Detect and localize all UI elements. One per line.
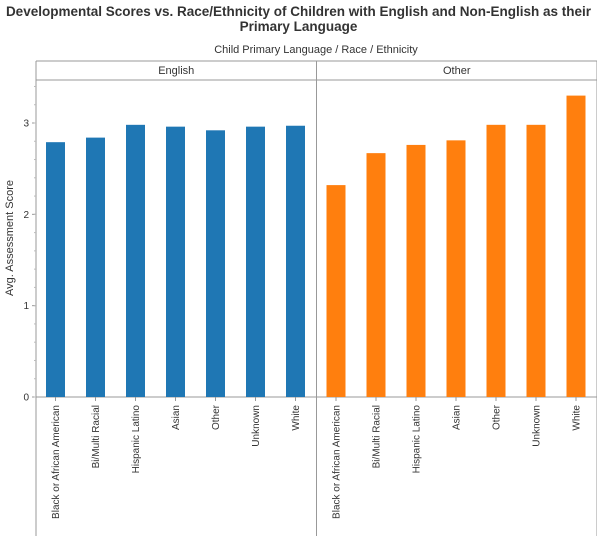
panel-other: Other Black or African American Bi/Multi R…: [326, 65, 586, 519]
x-tick-label: Unknown: [251, 405, 262, 447]
bar: [126, 124, 145, 398]
panel-header: English: [158, 65, 194, 77]
bar: [246, 126, 265, 398]
y-axis: 0 1 2 3: [23, 85, 36, 404]
x-tick-label: Black or African American: [332, 405, 343, 519]
column-header: Child Primary Language / Race / Ethnicit…: [214, 44, 418, 56]
bar: [446, 140, 466, 397]
panels: English Black or African American Bi/Multi…: [46, 65, 586, 519]
x-tick-label: Bi/Multi Racial: [372, 405, 383, 468]
bar: [46, 142, 65, 397]
bar: [166, 126, 185, 398]
x-tick-label: Bi/Multi Racial: [91, 405, 102, 468]
bar: [286, 125, 305, 398]
x-tick-label: Asian: [171, 405, 182, 430]
x-tick-label: Asian: [452, 405, 463, 430]
bar: [486, 124, 506, 398]
x-tick-label: Unknown: [532, 405, 543, 447]
x-tick-label: Hispanic Latino: [131, 405, 142, 474]
chart-title: Developmental Scores vs. Race/Ethnicity …: [0, 4, 597, 34]
y-tick-label: 1: [23, 301, 29, 312]
y-tick-label: 0: [23, 393, 29, 404]
panel-header: Other: [443, 65, 471, 77]
bar: [326, 185, 346, 397]
x-tick-label: Other: [492, 404, 503, 430]
bar: [526, 124, 546, 398]
bar: [206, 130, 225, 397]
bar: [566, 95, 586, 397]
bar: [406, 144, 426, 397]
panel-english: English Black or African American Bi/Multi…: [46, 65, 305, 519]
bar: [366, 153, 386, 397]
x-tick-label: Other: [211, 404, 222, 430]
bar: [86, 137, 105, 397]
x-tick-label: White: [291, 405, 302, 431]
x-tick-label: White: [572, 405, 583, 431]
x-tick-label: Black or African American: [51, 405, 62, 519]
chart-title-line-2: Primary Language: [239, 19, 358, 34]
x-tick-label: Hispanic Latino: [412, 405, 423, 474]
chart-title-line-1: Developmental Scores vs. Race/Ethnicity …: [5, 4, 592, 19]
y-axis-label: Avg. Assessment Score: [4, 180, 16, 296]
chart-frame: [35, 60, 597, 536]
y-tick-label: 2: [23, 210, 29, 221]
y-tick-label: 3: [23, 119, 29, 130]
